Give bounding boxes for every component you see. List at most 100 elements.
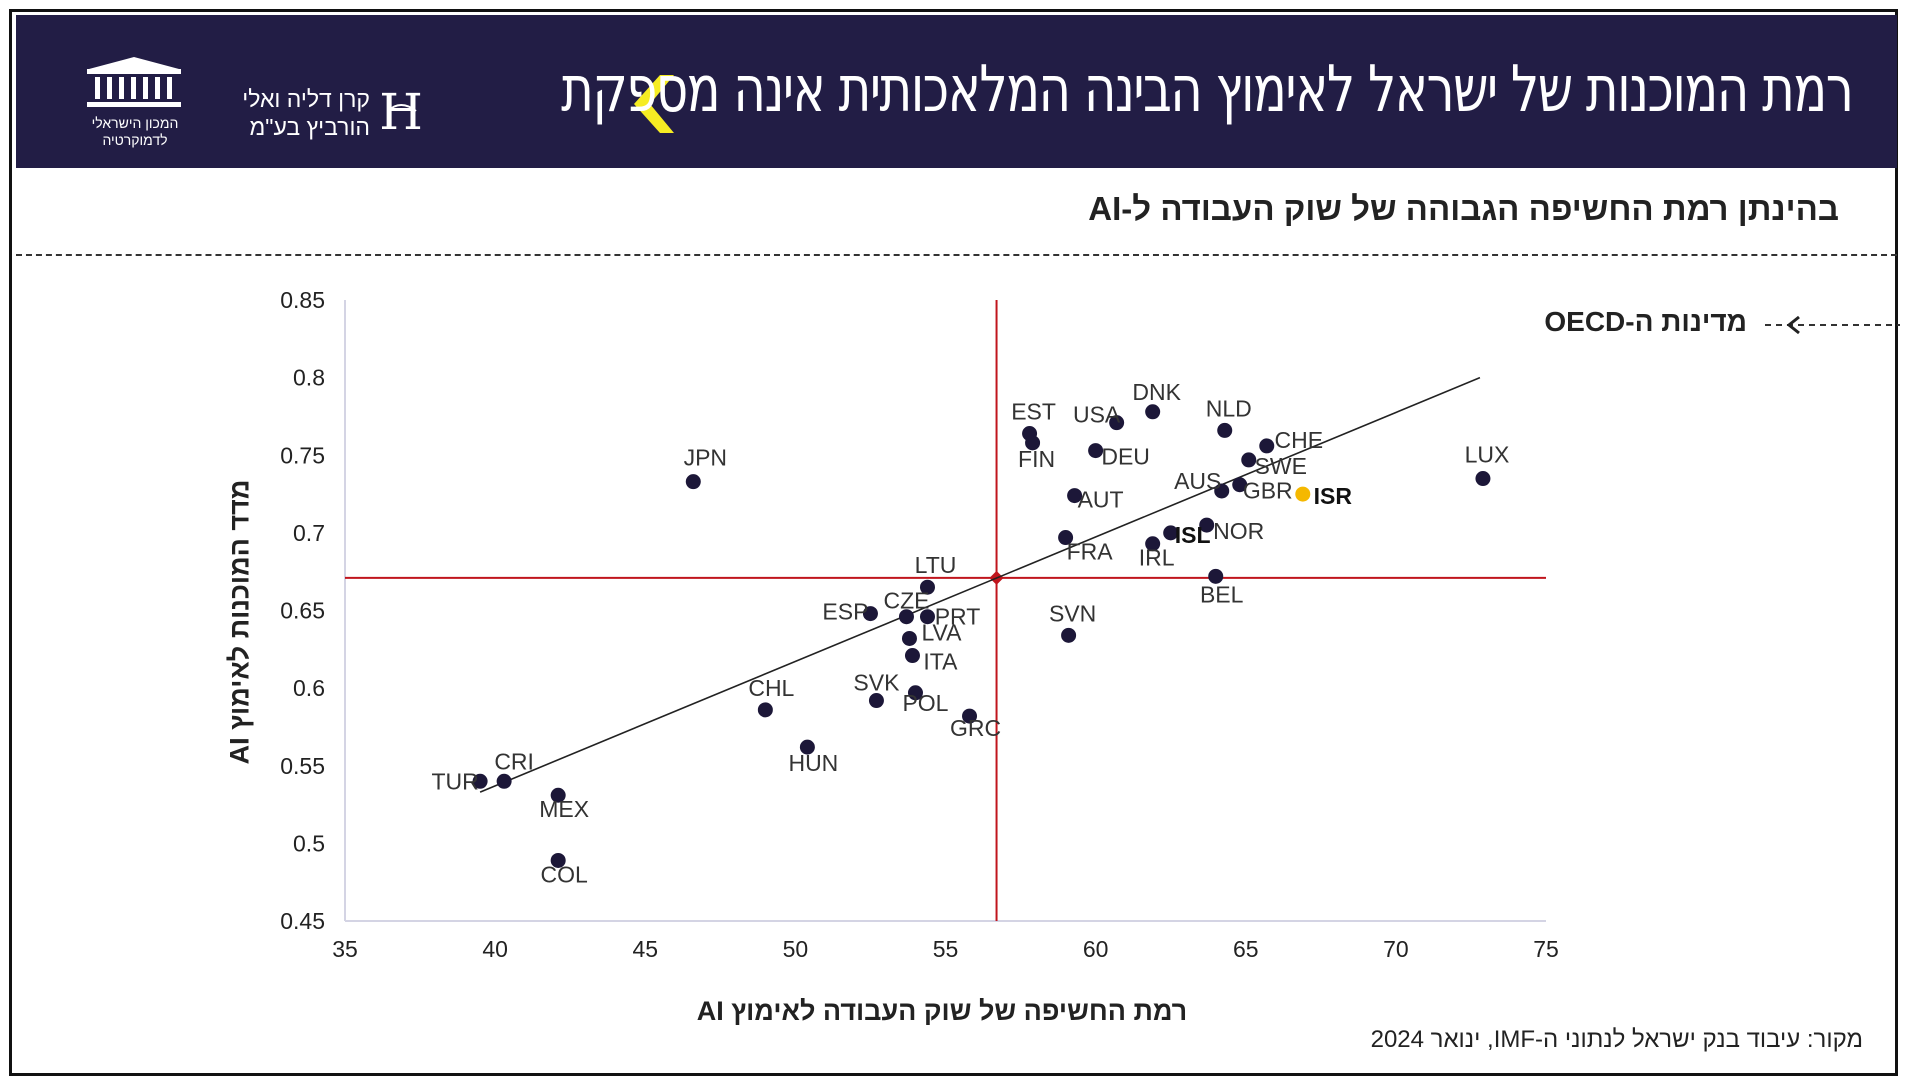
point-label-esp: ESP bbox=[822, 599, 868, 625]
point-label-gbr: GBR bbox=[1243, 478, 1293, 504]
point-label-usa: USA bbox=[1073, 402, 1121, 428]
data-point-gbr bbox=[1232, 477, 1248, 493]
x-tick-label: 60 bbox=[1083, 936, 1109, 962]
x-tick-label: 70 bbox=[1383, 936, 1409, 962]
point-label-chl: CHL bbox=[748, 675, 794, 701]
data-point-cze bbox=[898, 609, 914, 625]
header-banner: המכון הישראלי לדמוקרטיה קרן דליה ואלי הו… bbox=[16, 15, 1897, 168]
data-point-nld bbox=[1217, 422, 1233, 438]
data-point-aut bbox=[1067, 488, 1083, 504]
data-point-isr bbox=[1295, 486, 1311, 502]
data-point-grc bbox=[962, 708, 978, 724]
point-label-ltu: LTU bbox=[915, 552, 957, 578]
trendline-path bbox=[479, 376, 1481, 793]
data-point-cri bbox=[496, 773, 512, 789]
foundation-h-logo-icon: H bbox=[378, 83, 424, 142]
y-tick-label: 0.45 bbox=[280, 908, 325, 934]
data-point-usa bbox=[1109, 415, 1125, 431]
point-label-col: COL bbox=[541, 861, 589, 887]
point-label-isr: ISR bbox=[1314, 483, 1353, 509]
x-tick-label: 45 bbox=[632, 936, 658, 962]
x-axis-title: רמת החשיפה של שוק העבודה לאימוץ AI bbox=[696, 996, 1188, 1026]
data-point-ita bbox=[904, 648, 920, 664]
point-label-svn: SVN bbox=[1049, 600, 1096, 626]
data-point-hun bbox=[799, 739, 815, 755]
data-point-esp bbox=[862, 606, 878, 622]
data-points bbox=[472, 404, 1491, 868]
data-point-swe bbox=[1241, 452, 1257, 468]
idi-logo-text: המכון הישראלי לדמוקרטיה bbox=[66, 115, 204, 149]
x-tick-label: 75 bbox=[1533, 936, 1559, 962]
point-label-isl: ISL bbox=[1175, 522, 1211, 548]
data-point-irl bbox=[1145, 536, 1161, 552]
y-tick-label: 0.8 bbox=[293, 365, 325, 391]
point-label-fra: FRA bbox=[1067, 539, 1114, 565]
point-label-lux: LUX bbox=[1465, 442, 1510, 468]
point-label-pol: POL bbox=[902, 690, 948, 716]
idi-logo-icon bbox=[85, 55, 183, 118]
point-label-bel: BEL bbox=[1200, 581, 1244, 607]
point-label-che: CHE bbox=[1274, 427, 1323, 453]
idi-line-2: לדמוקרטיה bbox=[102, 132, 168, 148]
point-label-prt: PRT bbox=[935, 604, 981, 630]
data-point-isl bbox=[1163, 525, 1179, 541]
data-point-che bbox=[1259, 438, 1275, 454]
chart-frame bbox=[9, 9, 1898, 1076]
source-note: מקור: עיבוד בנק ישראל לנתוני ה-IMF, ינוא… bbox=[1370, 1026, 1863, 1053]
foundation-line-2: הורביץ בע"מ bbox=[249, 114, 370, 140]
data-point-deu bbox=[1088, 443, 1104, 459]
point-label-mex: MEX bbox=[539, 796, 589, 822]
point-label-nld: NLD bbox=[1206, 395, 1252, 421]
trendline bbox=[479, 376, 1481, 793]
point-label-fin: FIN bbox=[1018, 446, 1055, 472]
point-label-swe: SWE bbox=[1255, 453, 1307, 479]
data-point-svk bbox=[868, 693, 884, 709]
foundation-line-1: קרן דליה ואלי bbox=[242, 86, 370, 112]
data-point-lva bbox=[901, 630, 917, 646]
point-label-grc: GRC bbox=[950, 715, 1001, 741]
data-point-chl bbox=[757, 702, 773, 718]
point-label-cri: CRI bbox=[494, 748, 534, 774]
x-tick-label: 40 bbox=[482, 936, 508, 962]
oecd-annotation-label: מדינות ה-OECD bbox=[1544, 306, 1747, 337]
point-label-hun: HUN bbox=[788, 750, 838, 776]
y-tick-label: 0.55 bbox=[280, 753, 325, 779]
chevron-left-icon bbox=[630, 73, 678, 140]
data-point-dnk bbox=[1145, 404, 1161, 420]
point-label-ita: ITA bbox=[923, 649, 958, 675]
y-axis-title: מדד המוכנות לאימוץ AI bbox=[224, 479, 255, 765]
y-tick-label: 0.7 bbox=[293, 520, 325, 546]
point-label-dnk: DNK bbox=[1132, 379, 1181, 405]
idi-line-1: המכון הישראלי bbox=[91, 115, 179, 131]
y-tick-label: 0.6 bbox=[293, 675, 325, 701]
point-label-jpn: JPN bbox=[684, 445, 727, 471]
data-point-aus bbox=[1214, 483, 1230, 499]
point-label-cze: CZE bbox=[883, 588, 929, 614]
data-point-prt bbox=[919, 609, 935, 625]
y-tick-label: 0.65 bbox=[280, 598, 325, 624]
foundation-name: קרן דליה ואלי הורביץ בע"מ bbox=[220, 85, 370, 141]
data-point-col bbox=[550, 852, 566, 868]
page-title: רמת המוכנות של ישראל לאימוץ הבינה המלאכו… bbox=[560, 53, 1854, 127]
x-tick-label: 65 bbox=[1233, 936, 1259, 962]
point-label-aus: AUS bbox=[1174, 468, 1221, 494]
chart-subtitle: בהינתן רמת החשיפה הגבוהה של שוק העבודה ל… bbox=[1088, 190, 1839, 227]
x-tick-label: 55 bbox=[933, 936, 959, 962]
point-label-irl: IRL bbox=[1139, 545, 1175, 571]
divider bbox=[16, 254, 1897, 256]
data-point-fra bbox=[1058, 530, 1074, 546]
data-point-nor bbox=[1199, 517, 1215, 533]
point-label-est: EST bbox=[1011, 399, 1056, 425]
point-label-aut: AUT bbox=[1078, 487, 1124, 513]
y-tick-label: 0.85 bbox=[280, 287, 325, 313]
data-point-lux bbox=[1475, 471, 1491, 487]
point-label-nor: NOR bbox=[1213, 518, 1264, 544]
data-point-mex bbox=[550, 787, 566, 803]
x-tick-label: 35 bbox=[332, 936, 358, 962]
data-point-tur bbox=[472, 773, 488, 789]
data-point-jpn bbox=[685, 474, 701, 490]
data-point-pol bbox=[907, 685, 923, 701]
point-label-deu: DEU bbox=[1101, 444, 1150, 470]
